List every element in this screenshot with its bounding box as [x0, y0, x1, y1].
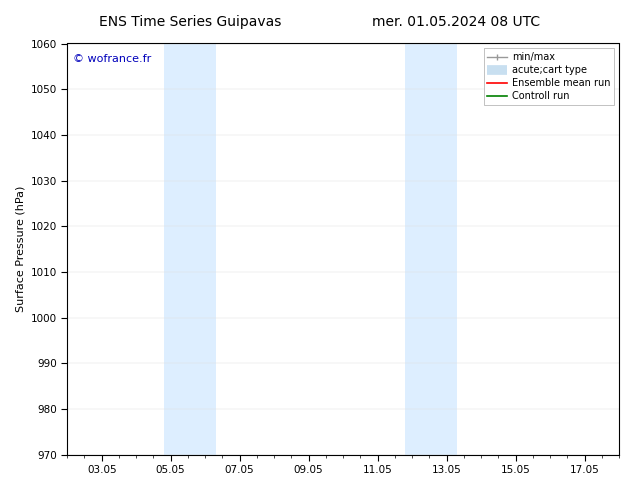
- Y-axis label: Surface Pressure (hPa): Surface Pressure (hPa): [15, 186, 25, 312]
- Text: ENS Time Series Guipavas: ENS Time Series Guipavas: [99, 15, 281, 29]
- Legend: min/max, acute;cart type, Ensemble mean run, Controll run: min/max, acute;cart type, Ensemble mean …: [484, 49, 614, 105]
- Bar: [429, 44, 457, 455]
- Bar: [405, 44, 429, 455]
- Bar: [188, 44, 216, 455]
- Text: © wofrance.fr: © wofrance.fr: [73, 54, 151, 64]
- Text: mer. 01.05.2024 08 UTC: mer. 01.05.2024 08 UTC: [372, 15, 541, 29]
- Bar: [164, 44, 188, 455]
